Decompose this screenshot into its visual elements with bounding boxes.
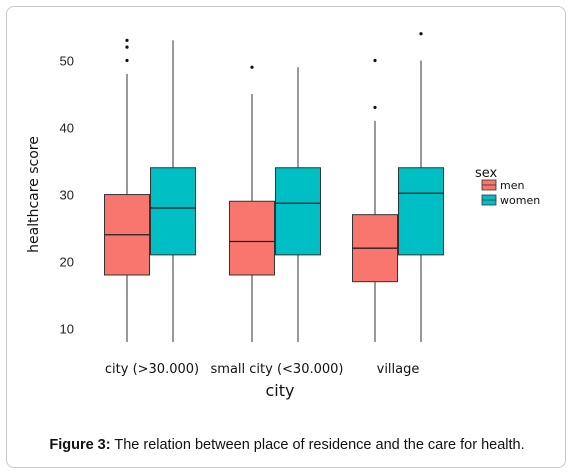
x-tick-label: city (>30.000)	[105, 362, 199, 377]
legend-label-men: men	[500, 179, 524, 192]
y-tick-label: 10	[60, 322, 74, 337]
outlier-point	[373, 105, 377, 110]
y-tick-label: 20	[60, 255, 74, 270]
caption-text: The relation between place of residence …	[110, 437, 525, 453]
box-men-2	[352, 58, 398, 342]
outlier-point	[373, 58, 377, 63]
figure-caption: Figure 3: The relation between place of …	[0, 437, 574, 453]
outlier-point	[419, 32, 423, 36]
y-tick-label: 30	[60, 188, 74, 203]
box-men-1	[229, 65, 275, 342]
y-axis-title: healthcare score	[26, 136, 42, 253]
y-tick-label: 50	[60, 54, 74, 69]
outlier-point	[125, 45, 129, 49]
box-women-2	[398, 32, 444, 342]
x-axis-title: city	[266, 381, 295, 400]
outlier-point	[125, 38, 129, 43]
box-body	[150, 167, 196, 256]
box-men-0	[104, 38, 150, 342]
y-tick-label: 40	[60, 121, 74, 136]
caption-label: Figure 3:	[49, 437, 111, 453]
x-tick-label: small city (<30.000)	[211, 362, 344, 377]
outlier-point	[250, 65, 254, 69]
legend-title: sex	[475, 166, 498, 181]
x-tick-label: village	[377, 362, 420, 377]
box-women-0	[150, 40, 196, 342]
box-women-1	[275, 67, 321, 342]
box-body	[398, 167, 444, 256]
legend-label-women: women	[500, 194, 540, 207]
box-body	[275, 167, 321, 256]
outlier-point	[125, 58, 129, 63]
box-body	[229, 200, 275, 276]
boxplot-chart: 10 20 30 40 50 healthcare score city (>30.000)…	[26, 32, 540, 400]
